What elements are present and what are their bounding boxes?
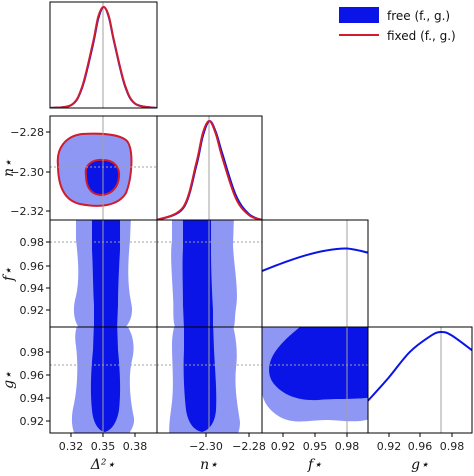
panel-frame (49, 1, 158, 109)
panel-1d-ns (156, 115, 263, 221)
panel-2d-ns-gstar (156, 326, 263, 434)
ytick-n-0: −2.28 (10, 126, 44, 139)
ytick-f-3: 0.92 (20, 304, 45, 317)
tick-delta-0: 0.32 (59, 440, 84, 453)
panel-2d-delta2-gstar (49, 326, 158, 434)
ytick-f-2: 0.94 (20, 282, 45, 295)
legend-patch-free (339, 7, 379, 23)
tick-f-0: 0.92 (271, 440, 296, 453)
tick-f-2: 0.98 (335, 440, 360, 453)
ylabel-ns: n⋆ (1, 159, 17, 177)
panel-1d-gstar (367, 326, 473, 434)
xlabel-gstar: g⋆ (411, 457, 429, 473)
contour-inner (269, 327, 368, 401)
ytick-n-1: −2.30 (10, 166, 44, 179)
panel-2d-delta2-ns (49, 115, 158, 221)
ytick-f-0: 0.98 (20, 236, 45, 249)
ytick-g-2: 0.94 (20, 392, 45, 405)
contour-inner (84, 158, 121, 197)
panel-2d-delta2-fstar (49, 219, 158, 328)
xlabel-delta2: Δ²⋆ (90, 457, 116, 473)
ytick-f-1: 0.96 (20, 260, 45, 273)
tick-g-0: 0.92 (377, 440, 402, 453)
xlabel-fstar: f⋆ (307, 457, 322, 473)
y-tick-labels: −2.28 −2.30 −2.32 0.98 0.96 0.94 0.92 0.… (10, 126, 44, 428)
panel-frame (261, 219, 369, 328)
contour-inner (183, 327, 217, 432)
tick-g-2: 0.98 (440, 440, 465, 453)
curve-fixed-delta2 (50, 6, 157, 108)
curve-free-fstar (262, 247, 368, 272)
panel-2d-fstar-gstar (261, 326, 369, 434)
xlabel-ns: n⋆ (200, 457, 218, 473)
curve-fixed-ns (157, 120, 262, 220)
ylabel-fstar: f⋆ (1, 267, 17, 282)
curve-free-gstar (368, 330, 472, 402)
legend: free (f., g.) fixed (f., g.) (339, 7, 456, 43)
tick-marks (46, 131, 453, 437)
tick-g-1: 0.96 (408, 440, 433, 453)
tick-n-0: −2.30 (189, 440, 223, 453)
legend-label-fixed: fixed (f., g.) (387, 29, 456, 43)
ytick-g-1: 0.96 (20, 369, 45, 382)
tick-delta-2: 0.38 (123, 440, 148, 453)
ylabel-gstar: g⋆ (1, 371, 17, 389)
tick-f-1: 0.95 (303, 440, 328, 453)
tick-n-1: −2.28 (232, 440, 266, 453)
contour-inner (90, 327, 121, 432)
axis-labels: Δ²⋆ n⋆ f⋆ g⋆ n⋆ f⋆ g⋆ (1, 159, 429, 473)
ytick-g-3: 0.92 (20, 415, 45, 428)
ytick-g-0: 0.98 (20, 346, 45, 359)
tick-delta-1: 0.35 (91, 440, 116, 453)
x-tick-labels: 0.32 0.35 0.38 −2.30 −2.28 0.92 0.95 0.9… (59, 440, 465, 453)
ytick-n-2: −2.32 (10, 205, 44, 218)
legend-label-free: free (f., g.) (387, 9, 450, 23)
panel-1d-delta2 (49, 1, 158, 109)
contour-inner (92, 220, 120, 327)
contour-inner (182, 220, 213, 327)
panel-1d-fstar (261, 219, 369, 328)
panel-2d-ns-fstar (156, 219, 263, 328)
